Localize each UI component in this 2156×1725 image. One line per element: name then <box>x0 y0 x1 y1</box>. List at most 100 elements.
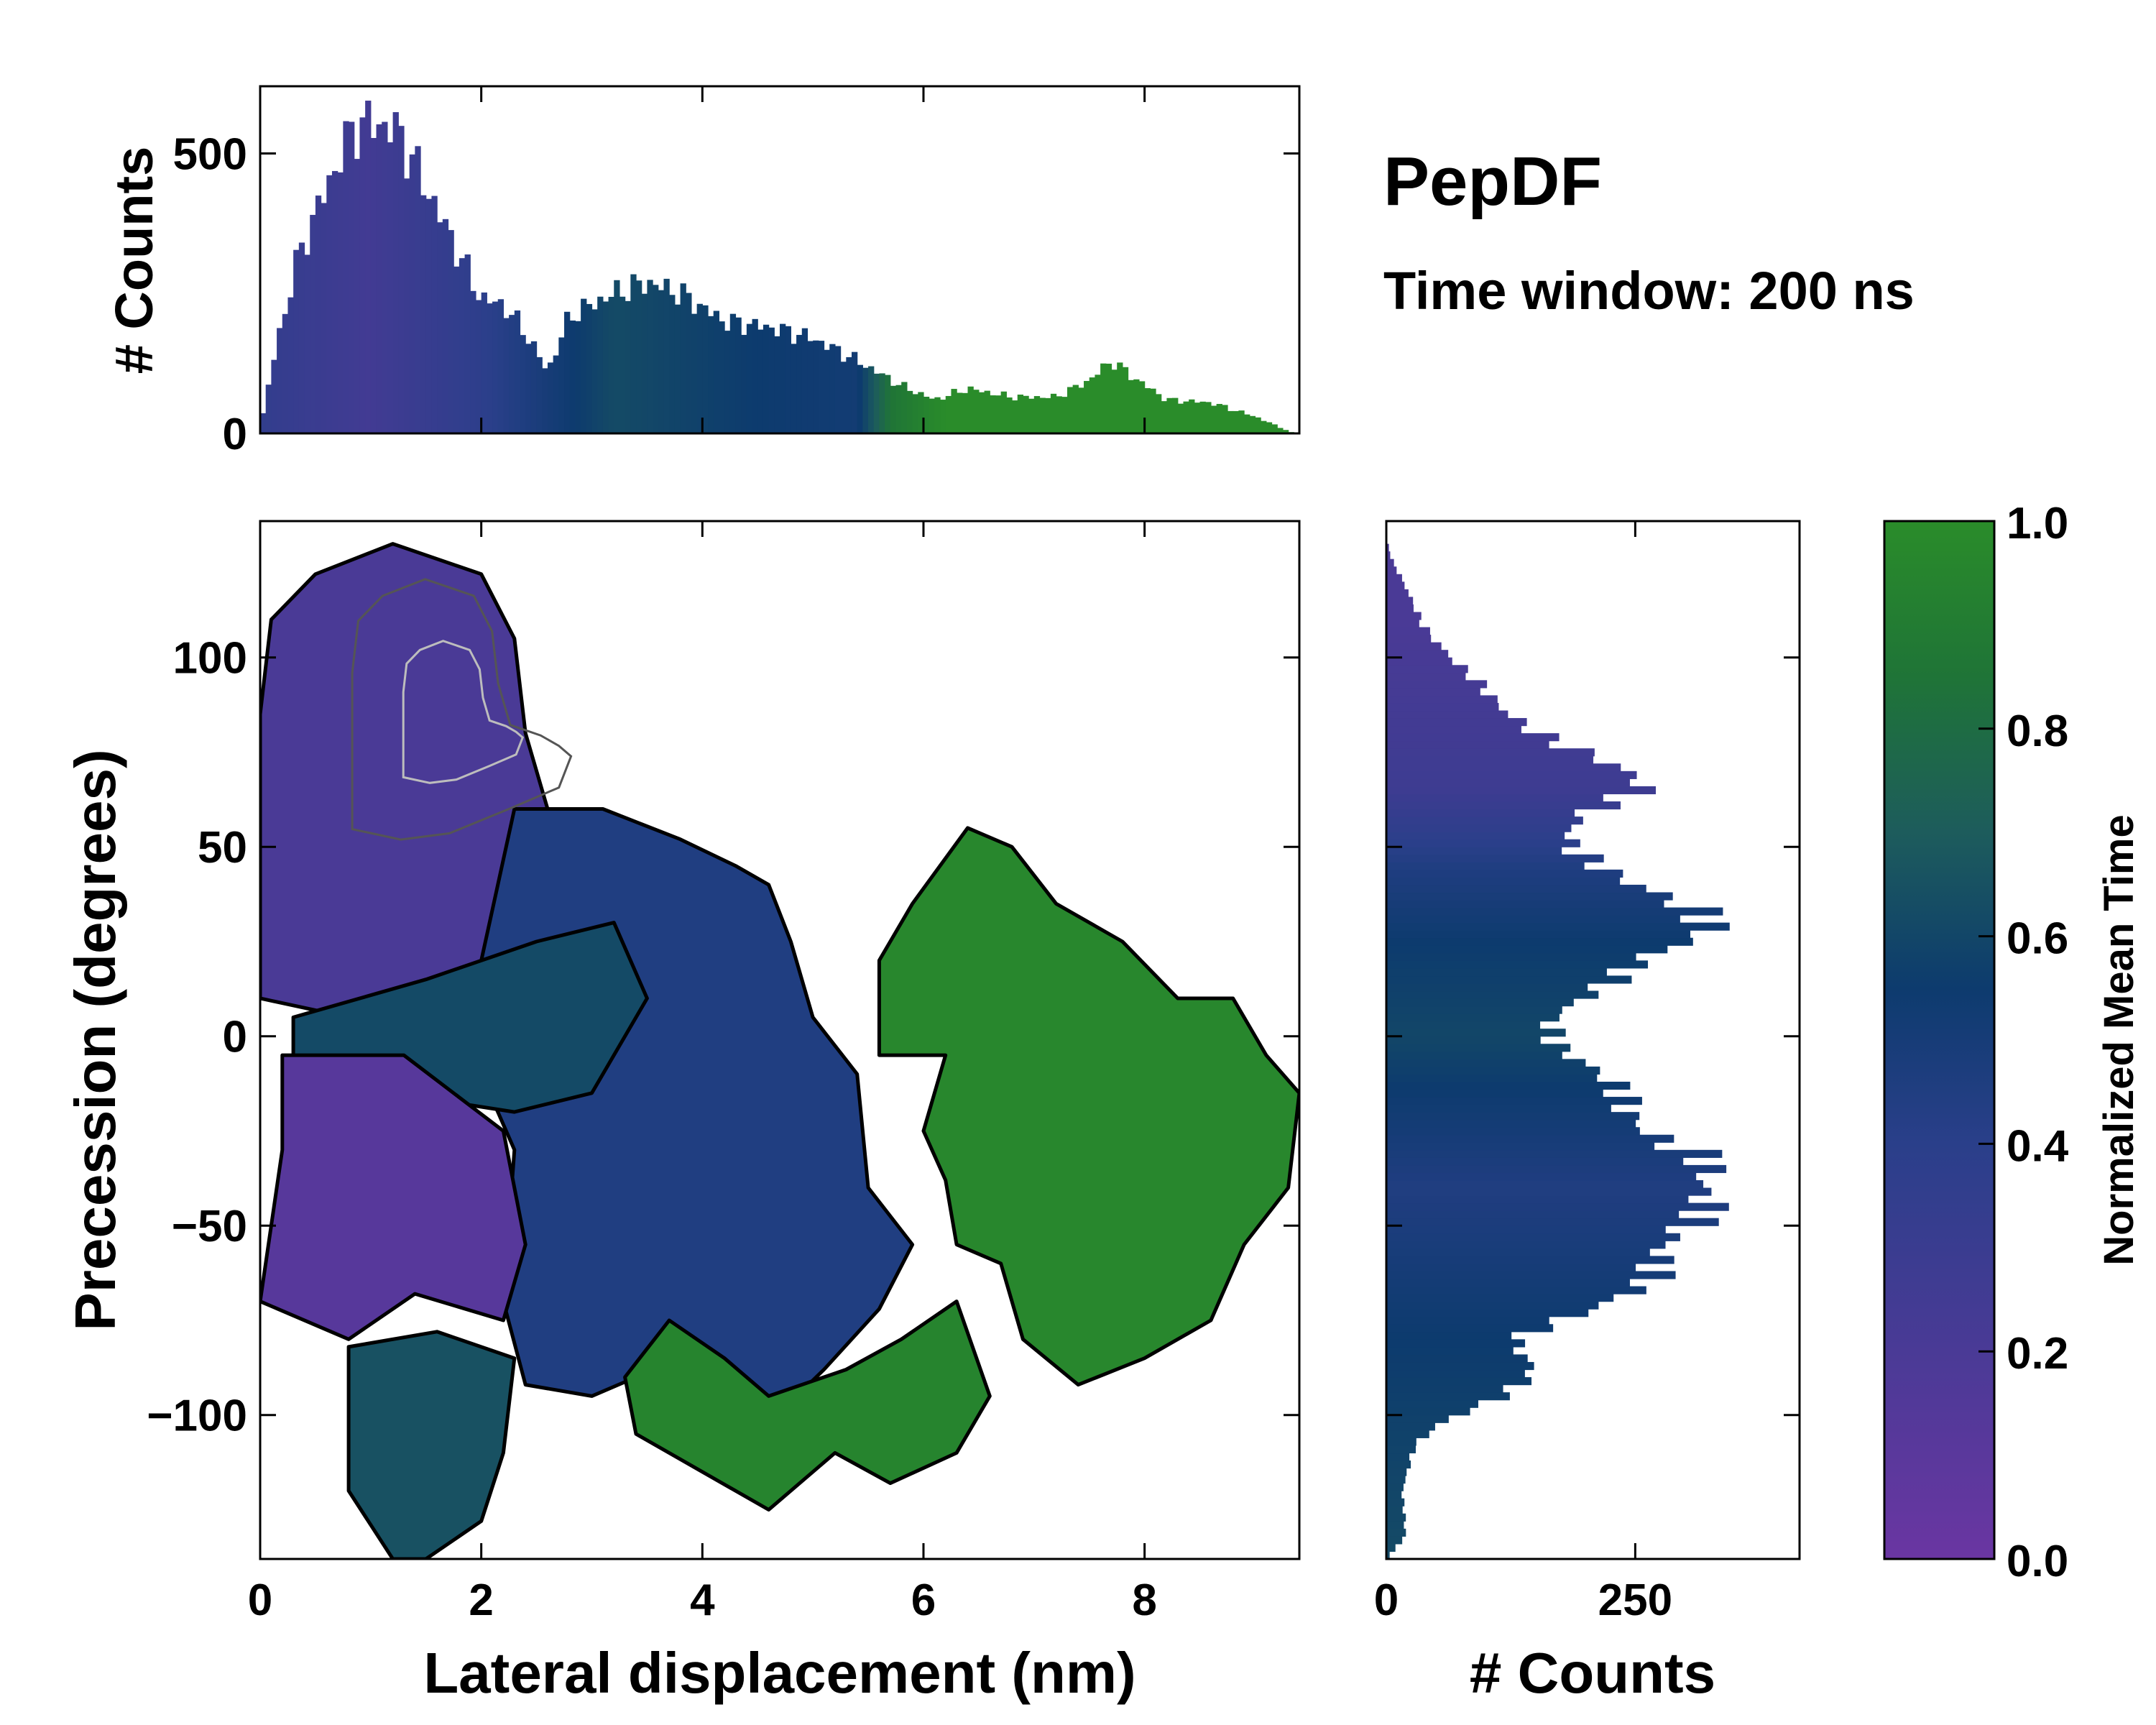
right-histogram-bar <box>1386 778 1630 787</box>
right-histogram-bar <box>1386 695 1498 704</box>
top-histogram-bar <box>425 198 433 433</box>
heatmap-contour-1 <box>402 640 525 784</box>
top-histogram-bar <box>813 340 819 433</box>
colorbar-frame <box>1883 520 1996 1560</box>
top-histogram-bar <box>780 323 786 433</box>
top-histogram-bar <box>277 328 283 433</box>
top-histogram-bar <box>1089 377 1096 433</box>
right-histogram-bar <box>1386 1445 1416 1454</box>
top-histogram-bar <box>376 124 382 433</box>
top-histogram-bar <box>398 126 405 433</box>
top-histogram-bar <box>542 368 548 433</box>
right-histogram-bar <box>1386 884 1646 893</box>
heatmap-xtick-label: 8 <box>1132 1576 1156 1625</box>
right-histogram-bar <box>1386 1164 1727 1174</box>
top-histogram-bar <box>1023 395 1029 433</box>
right-histogram-bar <box>1386 1081 1631 1090</box>
right-histogram-bar <box>1386 740 1549 749</box>
top-histogram-bar <box>382 121 388 433</box>
heatmap-ytick-label: 0 <box>223 1013 247 1062</box>
top-histogram-bar <box>890 385 897 433</box>
top-histogram-bar <box>1122 367 1129 433</box>
top-histogram-bar <box>310 214 316 433</box>
top-histogram-bar <box>653 285 659 433</box>
top-histogram-bar <box>343 121 349 433</box>
right-histogram-bar <box>1386 1119 1636 1128</box>
colorbar-gradient <box>1884 521 1994 1559</box>
top-histogram-bar <box>901 382 908 433</box>
top-histogram-bar <box>437 222 443 433</box>
top-histogram-bar <box>403 178 410 433</box>
right-histogram-bar <box>1386 1279 1630 1287</box>
right-histogram-bar <box>1386 1036 1541 1044</box>
top-histogram-bar <box>669 295 676 433</box>
top-histogram-bar <box>1216 403 1222 433</box>
right-histogram: 0 250 # Counts <box>1374 520 1801 1705</box>
right-histogram-bar <box>1386 1142 1655 1151</box>
top-histogram-bar <box>1199 401 1206 433</box>
top-histogram-bar <box>530 341 538 433</box>
top-histogram-bar <box>481 292 487 433</box>
colorbar-tick-label: 0.0 <box>2007 1537 2068 1586</box>
top-histogram-bar <box>370 137 377 434</box>
right-histogram-bar <box>1386 998 1574 1007</box>
right-histogram-bar <box>1386 1316 1549 1325</box>
right-histogram-bar <box>1386 1286 1646 1294</box>
top-histogram-bar <box>602 301 609 433</box>
right-histogram-bar <box>1386 1528 1406 1537</box>
top-histogram-bar <box>304 254 310 433</box>
top-histogram-bar <box>729 313 737 433</box>
right-histogram-bar <box>1386 1498 1405 1506</box>
right-histogram-bar <box>1386 650 1449 658</box>
right-histogram-bar <box>1386 1059 1586 1067</box>
colorbar-label: Normalized Mean Time <box>2096 814 2142 1265</box>
right-histogram-bar <box>1386 1149 1723 1158</box>
right-histogram-bar <box>1386 1399 1478 1408</box>
top-histogram-bar <box>696 303 703 433</box>
top-histogram-bar <box>321 203 327 433</box>
right-histogram-bar <box>1386 1112 1640 1121</box>
right-histogram-bar <box>1386 892 1673 901</box>
top-histogram-bar <box>840 362 847 433</box>
top-histogram-bar <box>719 321 725 433</box>
top-histogram-bar <box>1205 402 1212 433</box>
top-histogram-bar <box>442 218 449 433</box>
top-histogram-bar <box>409 154 415 433</box>
top-histogram-bar <box>763 324 770 433</box>
right-histogram-bar <box>1386 1104 1611 1113</box>
top-histogram-bar <box>586 303 593 433</box>
right-histogram-bar <box>1386 642 1442 650</box>
right-histogram-bar <box>1386 1354 1528 1363</box>
right-histogram-bar <box>1386 1377 1532 1386</box>
heatmap-ylabel: Precession (degrees) <box>63 749 127 1330</box>
right-histogram-bar <box>1386 755 1594 764</box>
top-histogram-ylabel: # Counts <box>104 147 164 374</box>
top-histogram-bar <box>973 390 980 433</box>
top-histogram-bar <box>331 170 338 433</box>
right-histogram-bar <box>1386 960 1649 969</box>
right-histogram-bar <box>1386 1210 1680 1219</box>
top-histogram-bar <box>271 359 277 433</box>
top-histogram-bar <box>1017 395 1024 433</box>
top-histogram-bar <box>287 297 294 433</box>
top-histogram-bar <box>978 392 985 433</box>
right-histogram-bar <box>1386 1233 1680 1241</box>
right-histogram-bar <box>1386 1551 1390 1560</box>
top-histogram-bar <box>1006 397 1013 433</box>
right-histogram-bar <box>1386 763 1621 772</box>
right-histogram-bar <box>1386 1543 1396 1552</box>
top-histogram-bar <box>509 315 515 433</box>
top-histogram-bar <box>1056 396 1062 433</box>
top-histogram-bar <box>708 316 714 433</box>
right-histogram-bar <box>1386 748 1595 757</box>
heatmap-xtick-label: 0 <box>248 1576 272 1625</box>
heatmap-xtick-label: 2 <box>469 1576 493 1625</box>
heatmap-ytick-label: −100 <box>147 1392 247 1441</box>
top-histogram-bar <box>415 146 421 434</box>
top-histogram-bar <box>392 112 399 434</box>
right-histogram-bar <box>1386 1241 1666 1249</box>
top-histogram-bar <box>536 356 543 433</box>
right-histogram-bar <box>1386 604 1414 613</box>
top-histogram-bar <box>487 303 493 433</box>
